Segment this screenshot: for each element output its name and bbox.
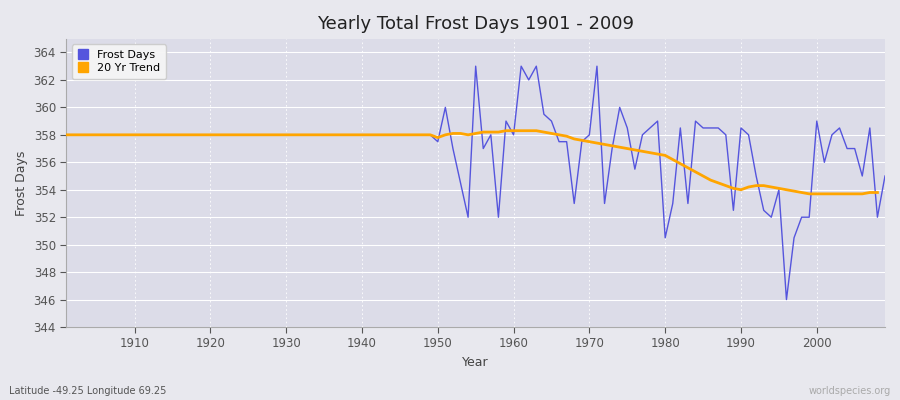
Frost Days [334,132,345,137]
20 Yr Trend [872,190,883,195]
Line: 20 Yr Trend: 20 Yr Trend [67,131,878,194]
20 Yr Trend [190,132,201,137]
20 Yr Trend [500,128,511,133]
20 Yr Trend [713,180,724,185]
Frost Days [288,132,299,137]
Y-axis label: Frost Days: Frost Days [15,150,28,216]
20 Yr Trend [804,192,814,196]
Title: Yearly Total Frost Days 1901 - 2009: Yearly Total Frost Days 1901 - 2009 [317,15,634,33]
20 Yr Trend [144,132,155,137]
Frost Days [607,146,617,151]
20 Yr Trend [781,187,792,192]
20 Yr Trend [61,132,72,137]
Text: Latitude -49.25 Longitude 69.25: Latitude -49.25 Longitude 69.25 [9,386,166,396]
Frost Days [879,174,890,178]
Frost Days [516,64,526,68]
20 Yr Trend [440,132,451,137]
Legend: Frost Days, 20 Yr Trend: Frost Days, 20 Yr Trend [72,44,166,79]
20 Yr Trend [766,184,777,189]
X-axis label: Year: Year [463,356,489,369]
Frost Days [122,132,132,137]
Frost Days [471,64,482,68]
Frost Days [508,132,519,137]
Frost Days [781,297,792,302]
Text: worldspecies.org: worldspecies.org [809,386,891,396]
Line: Frost Days: Frost Days [67,66,885,300]
Frost Days [61,132,72,137]
